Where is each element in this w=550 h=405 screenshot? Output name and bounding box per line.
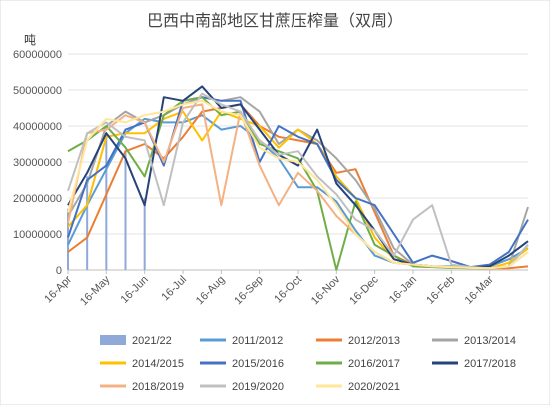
y-tick-label: 10000000 <box>13 229 62 241</box>
chart-title: 巴西中南部地区甘蔗压榨量（双周） <box>147 12 403 30</box>
legend: 2021/22 2011/2012 2012/2013 2013/2014 2014/2… <box>100 335 516 393</box>
legend-label: 2013/2014 <box>464 335 516 347</box>
legend-label: 2021/22 <box>132 335 172 347</box>
y-tick-label: 20000000 <box>13 193 62 205</box>
legend-label: 2017/2018 <box>464 358 516 370</box>
y-tick-label: 50000000 <box>13 85 62 97</box>
y-tick-label: 30000000 <box>13 157 62 169</box>
legend-label: 2020/2021 <box>348 381 400 393</box>
y-tick-label: 60000000 <box>13 49 62 61</box>
legend-label: 2016/2017 <box>348 358 400 370</box>
bar <box>143 198 146 270</box>
series-line <box>67 92 529 270</box>
legend-swatch <box>100 335 126 345</box>
bar <box>86 176 89 270</box>
y-tick-label: 0 <box>56 265 62 277</box>
y-tick-label: 40000000 <box>13 121 62 133</box>
line-series <box>67 85 529 271</box>
y-axis-unit: 吨 <box>24 33 36 47</box>
series-line <box>67 99 529 270</box>
bar <box>124 151 127 270</box>
legend-label: 2014/2015 <box>132 358 184 370</box>
legend-label: 2018/2019 <box>132 381 184 393</box>
bar <box>105 133 108 270</box>
bar-series <box>67 133 146 270</box>
bar <box>67 208 69 270</box>
legend-label: 2019/2020 <box>232 381 284 393</box>
legend-label: 2012/2013 <box>348 335 400 347</box>
legend-label: 2015/2016 <box>232 358 284 370</box>
legend-label: 2011/2012 <box>232 335 283 347</box>
